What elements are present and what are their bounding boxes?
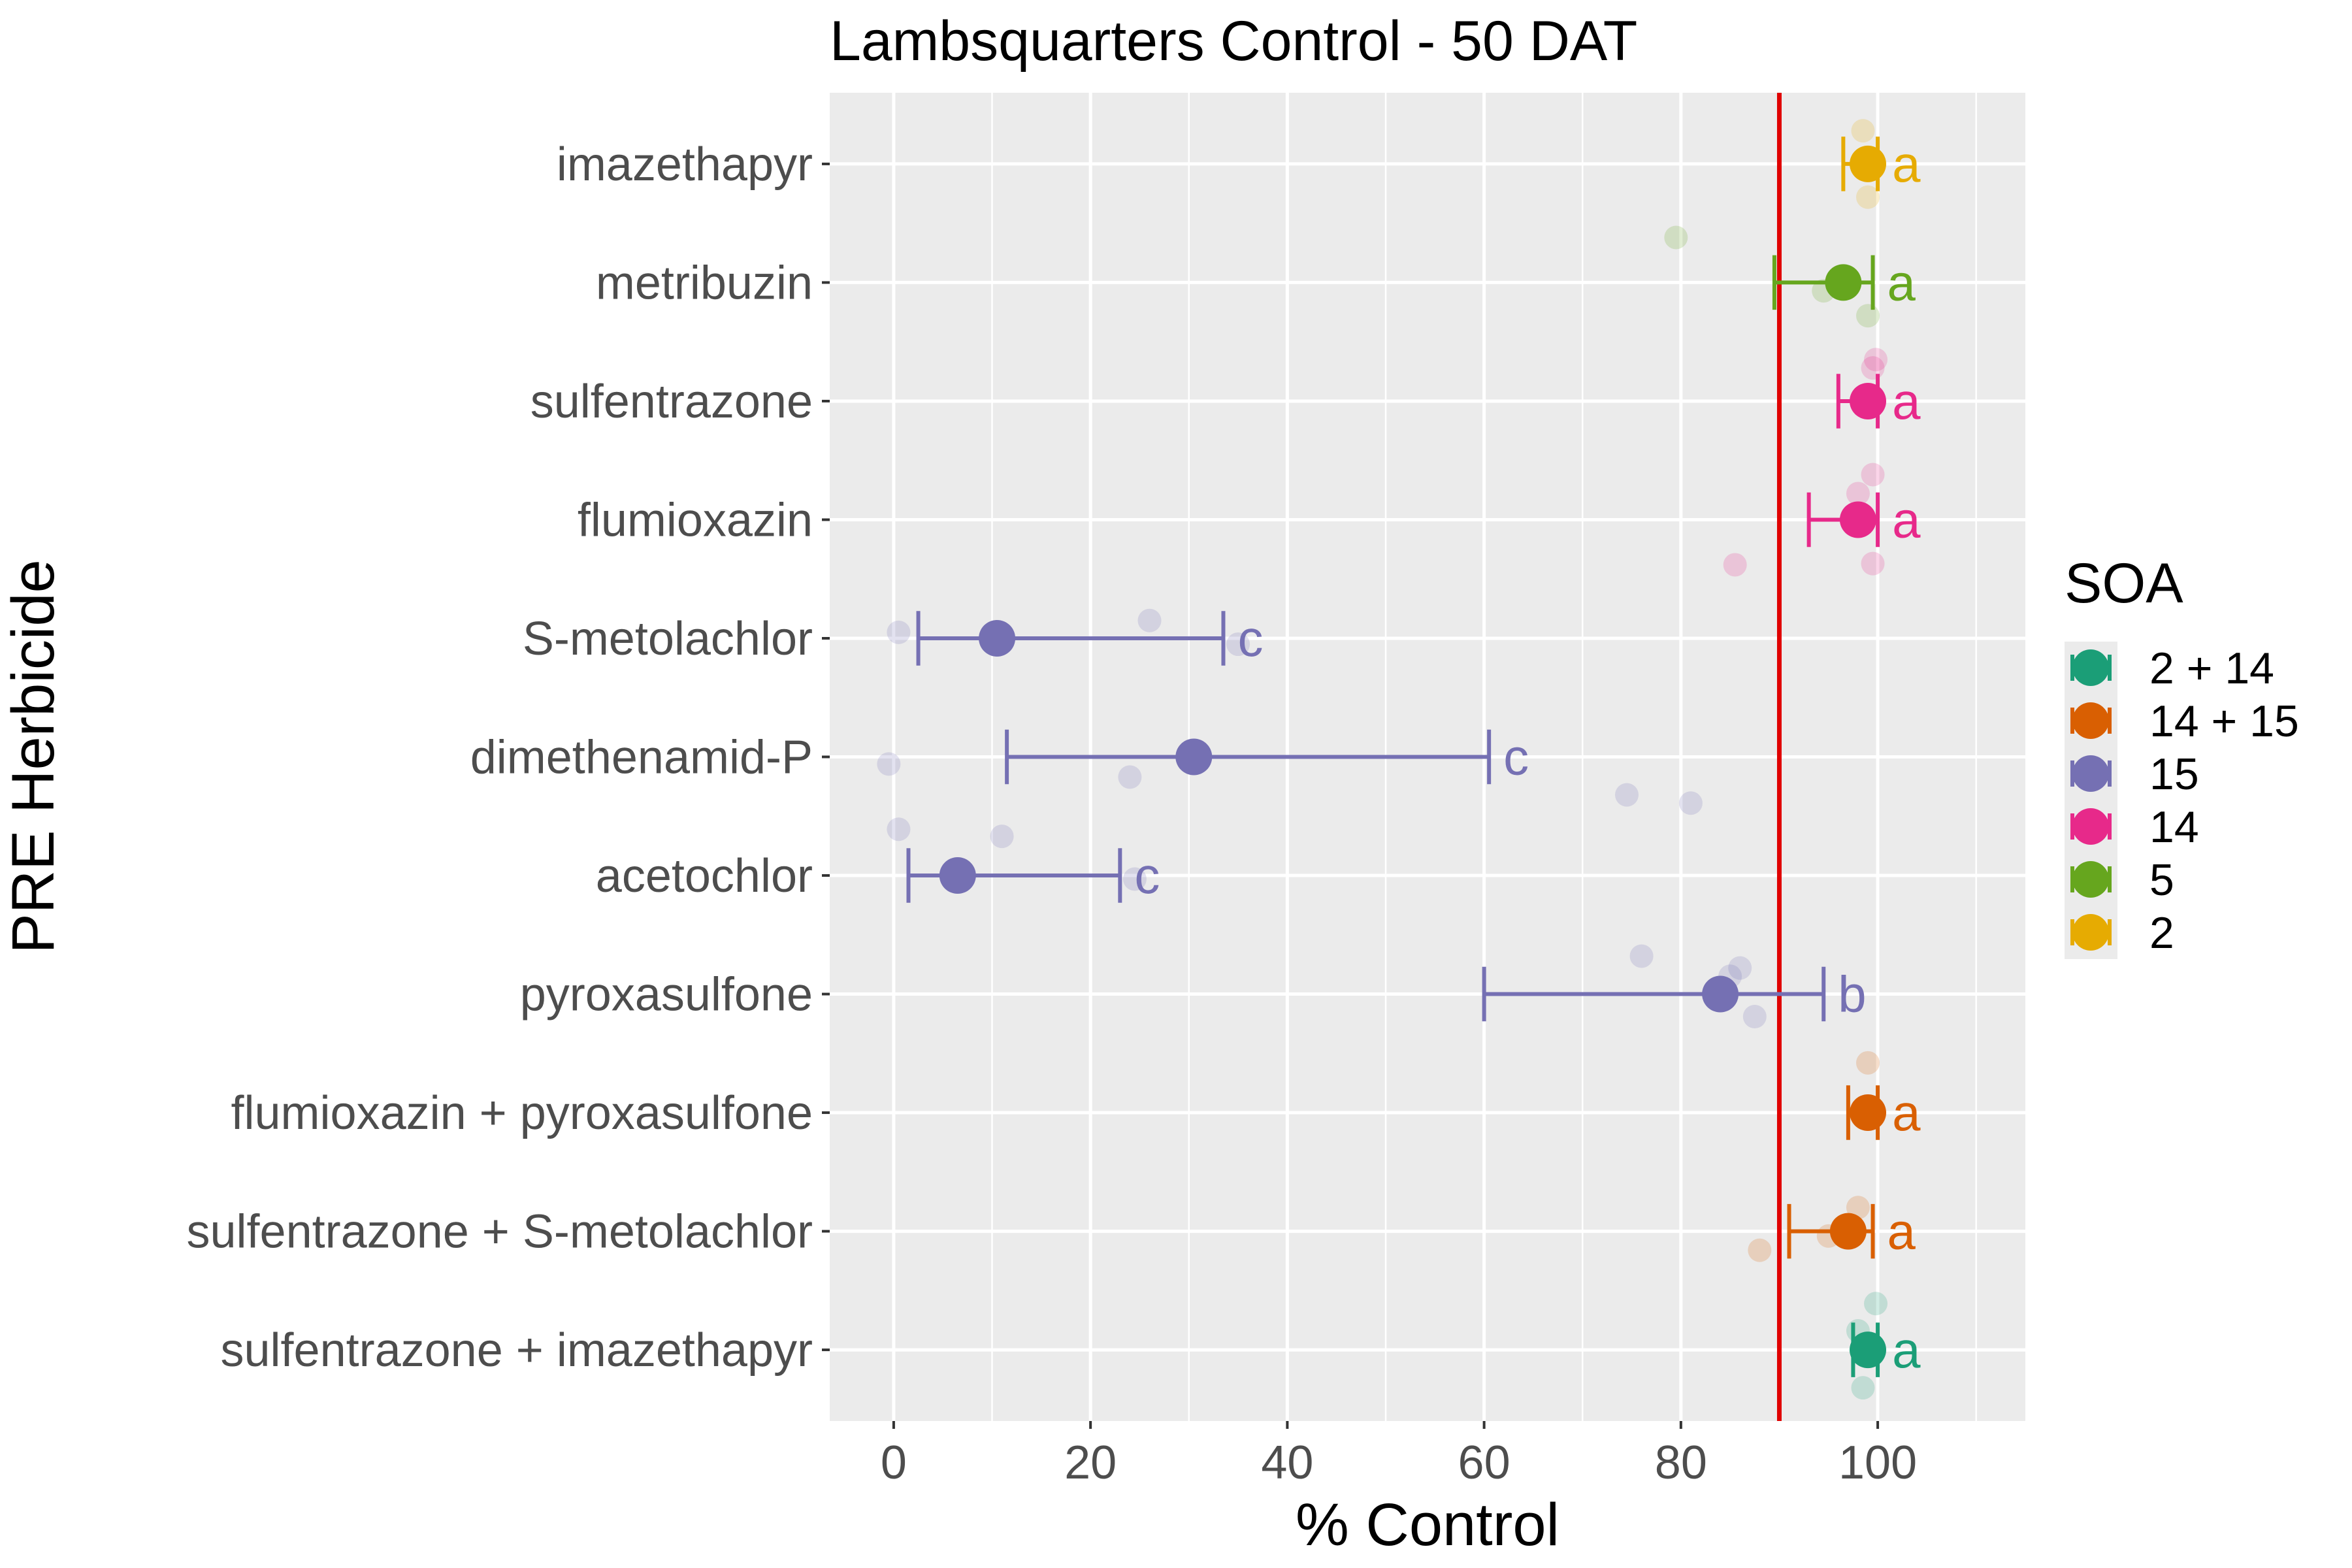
- legend-key-point: [2072, 808, 2109, 845]
- x-axis-title: % Control: [1296, 1492, 1560, 1558]
- mean-point: [1850, 1094, 1887, 1132]
- y-axis-title: PRE Herbicide: [0, 559, 67, 953]
- y-tick-label: sulfentrazone + imazethapyr: [220, 1324, 813, 1377]
- legend-key-point: [2072, 702, 2109, 739]
- mean-point: [939, 857, 976, 894]
- raw-point: [1118, 765, 1142, 789]
- letter-label: a: [1892, 135, 1921, 193]
- raw-point: [887, 620, 911, 644]
- raw-point: [990, 825, 1014, 849]
- legend-title: SOA: [2065, 552, 2183, 615]
- y-tick-label: flumioxazin: [578, 494, 813, 546]
- x-tick-label: 80: [1655, 1437, 1707, 1489]
- raw-point: [1856, 304, 1880, 328]
- raw-point: [1864, 1292, 1888, 1316]
- mean-point: [979, 619, 1016, 657]
- legend-label: 14 + 15: [2149, 696, 2299, 746]
- raw-point: [1864, 348, 1888, 372]
- raw-point: [1748, 1238, 1772, 1262]
- raw-point: [1742, 1005, 1767, 1029]
- x-tick-labels: 0 20 40 60 80 100: [881, 1421, 1917, 1489]
- mean-points: [939, 145, 1887, 1369]
- y-tick-label: S-metolachlor: [523, 613, 813, 665]
- y-tick-label: sulfentrazone: [531, 376, 813, 428]
- legend-key-point: [2072, 755, 2109, 792]
- raw-point: [1856, 1051, 1880, 1075]
- mean-point: [1702, 975, 1739, 1013]
- raw-point: [1122, 867, 1147, 891]
- raw-point: [887, 817, 911, 841]
- raw-point: [1861, 356, 1885, 380]
- x-tick-label: 100: [1838, 1437, 1917, 1489]
- raw-point: [1137, 608, 1162, 632]
- y-tick-label: flumioxazin + pyroxasulfone: [231, 1087, 813, 1139]
- raw-point: [1629, 944, 1654, 968]
- legend-label: 15: [2149, 749, 2199, 799]
- legend-label: 2: [2149, 908, 2174, 958]
- legend-label: 5: [2149, 855, 2174, 905]
- mean-point: [1850, 145, 1887, 182]
- raw-point: [1723, 553, 1747, 577]
- raw-point: [1678, 791, 1703, 815]
- letter-label: c: [1134, 847, 1160, 904]
- raw-point: [1861, 463, 1885, 487]
- legend-label: 14: [2149, 802, 2199, 852]
- letter-label: b: [1838, 966, 1866, 1023]
- mean-point: [1175, 738, 1213, 776]
- x-tick-label: 20: [1064, 1437, 1117, 1489]
- legend-key-point: [2072, 861, 2109, 898]
- letter-labels: a a a a c c c b a a a: [1134, 135, 1921, 1379]
- letter-label: a: [1892, 372, 1921, 430]
- letter-label: a: [1887, 253, 1916, 311]
- raw-point: [1851, 119, 1875, 143]
- y-tick-label: acetochlor: [596, 850, 813, 902]
- legend-key-point: [2072, 649, 2109, 686]
- y-tick-label: pyroxasulfone: [520, 969, 813, 1021]
- raw-point: [1615, 783, 1639, 807]
- raw-point: [1226, 632, 1250, 657]
- letter-label: c: [1503, 728, 1529, 786]
- letter-label: c: [1237, 610, 1263, 667]
- raw-point: [1664, 225, 1688, 250]
- letter-label: a: [1892, 1321, 1921, 1379]
- x-tick-label: 60: [1458, 1437, 1511, 1489]
- legend-key-point: [2072, 914, 2109, 951]
- letter-label: a: [1887, 1203, 1916, 1260]
- raw-point: [1861, 551, 1885, 576]
- raw-point: [1856, 185, 1880, 209]
- raw-point: [1728, 956, 1752, 980]
- y-tick-label: imazethapyr: [557, 139, 813, 191]
- mean-point: [1850, 1331, 1887, 1369]
- letter-label: a: [1892, 491, 1921, 548]
- y-tick-label: sulfentrazone + S-metolachlor: [187, 1206, 813, 1258]
- mean-point: [1850, 382, 1887, 419]
- raw-point: [877, 752, 901, 776]
- chart-title: Lambsquarters Control - 50 DAT: [830, 10, 1637, 73]
- mean-point: [1829, 1213, 1867, 1250]
- x-tick-label: 0: [881, 1437, 907, 1489]
- y-tick-labels: imazethapyr metribuzin sulfentrazone flumio…: [187, 139, 830, 1377]
- y-tick-label: dimethenamid-P: [470, 732, 813, 784]
- x-tick-label: 40: [1261, 1437, 1313, 1489]
- raw-point: [1851, 1376, 1875, 1400]
- mean-point: [1839, 501, 1876, 538]
- y-tick-label: metribuzin: [596, 257, 813, 309]
- letter-label: a: [1892, 1084, 1921, 1141]
- legend-label: 2 + 14: [2149, 644, 2274, 693]
- raw-point: [1846, 482, 1870, 506]
- mean-point: [1825, 264, 1862, 301]
